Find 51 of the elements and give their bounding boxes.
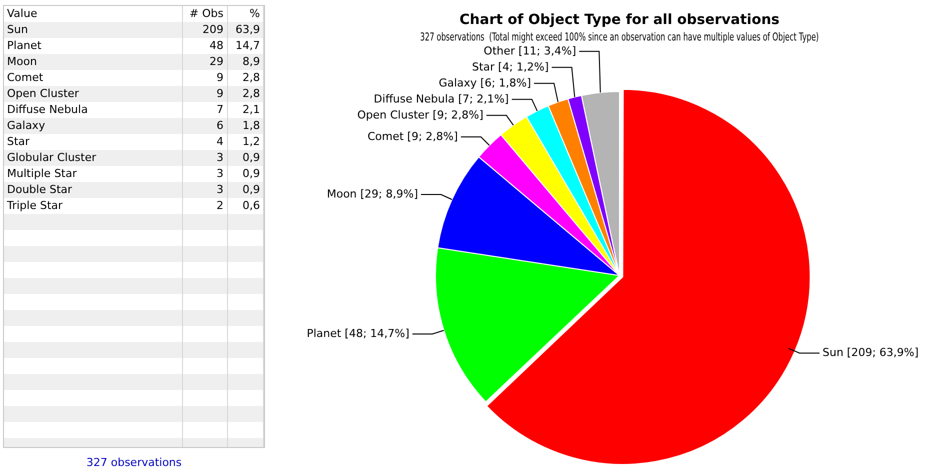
chart-title: Chart of Object Type for all observations bbox=[460, 12, 780, 28]
data-label: 0,9 bbox=[227, 150, 264, 166]
slice-label: Open Cluster [9; 2,8%] bbox=[357, 108, 484, 122]
data-label: 3 bbox=[182, 150, 227, 166]
category-label: Star bbox=[4, 134, 182, 150]
data-label: 9 bbox=[182, 70, 227, 86]
category-label: Galaxy bbox=[4, 118, 182, 134]
data-label: 8,9 bbox=[227, 54, 264, 70]
text: Value bbox=[4, 6, 182, 22]
data-label: 6 bbox=[182, 118, 227, 134]
category-label: Open Cluster bbox=[4, 86, 182, 102]
data-label: 0,6 bbox=[227, 198, 264, 214]
text: % bbox=[227, 6, 264, 22]
data-label: 2,8 bbox=[227, 86, 264, 102]
slice-label: Sun [209; 63,9%] bbox=[822, 346, 919, 359]
category-label: Multiple Star bbox=[4, 166, 182, 182]
text: 327 observations bbox=[85, 456, 183, 469]
category-label: Triple Star bbox=[4, 198, 182, 214]
data-label: 2,1 bbox=[227, 102, 264, 118]
slice-label: Diffuse Nebula [7; 2,1%] bbox=[374, 92, 509, 106]
data-label: 2,8 bbox=[227, 70, 264, 86]
data-label: 63,9 bbox=[227, 22, 264, 38]
slice-label: Galaxy [6; 1,8%] bbox=[438, 76, 532, 90]
series-label: # Obs bbox=[182, 6, 227, 22]
data-label: 1,2 bbox=[227, 134, 264, 150]
category-label: Globular Cluster bbox=[4, 150, 182, 166]
data-label: 3 bbox=[182, 166, 227, 182]
data-label: 0,9 bbox=[227, 182, 264, 198]
category-label: Sun bbox=[4, 22, 182, 38]
data-label: 3 bbox=[182, 182, 227, 198]
category-label: Moon bbox=[4, 54, 182, 70]
chart-subtitle: 327 observations (Total might exceed 100% since an observation can have multiple values of Object Type) bbox=[420, 30, 819, 44]
data-label: 29 bbox=[182, 54, 227, 70]
category-label: Planet bbox=[4, 38, 182, 54]
data-label: 4 bbox=[182, 134, 227, 150]
data-label: 7 bbox=[182, 102, 227, 118]
slice-label: Moon [29; 8,9%] bbox=[326, 187, 418, 200]
slice-label: Comet [9; 2,8%] bbox=[367, 130, 458, 143]
data-label: 48 bbox=[182, 38, 227, 54]
data-label: 9 bbox=[182, 86, 227, 102]
data-label: 14,7 bbox=[227, 38, 264, 54]
data-label: 209 bbox=[182, 22, 227, 38]
data-label: 1,8 bbox=[227, 118, 264, 134]
data-label: 0,9 bbox=[227, 166, 264, 182]
category-label: Double Star bbox=[4, 182, 182, 198]
slice-label: Planet [48; 14,7%] bbox=[306, 326, 410, 340]
slice-label: Other [11; 3,4%] bbox=[484, 44, 576, 58]
slice-label: Star [4; 1,2%] bbox=[472, 60, 549, 74]
category-label: Comet bbox=[4, 70, 182, 86]
data-label: 2 bbox=[182, 198, 227, 214]
category-label: Diffuse Nebula bbox=[4, 102, 182, 118]
